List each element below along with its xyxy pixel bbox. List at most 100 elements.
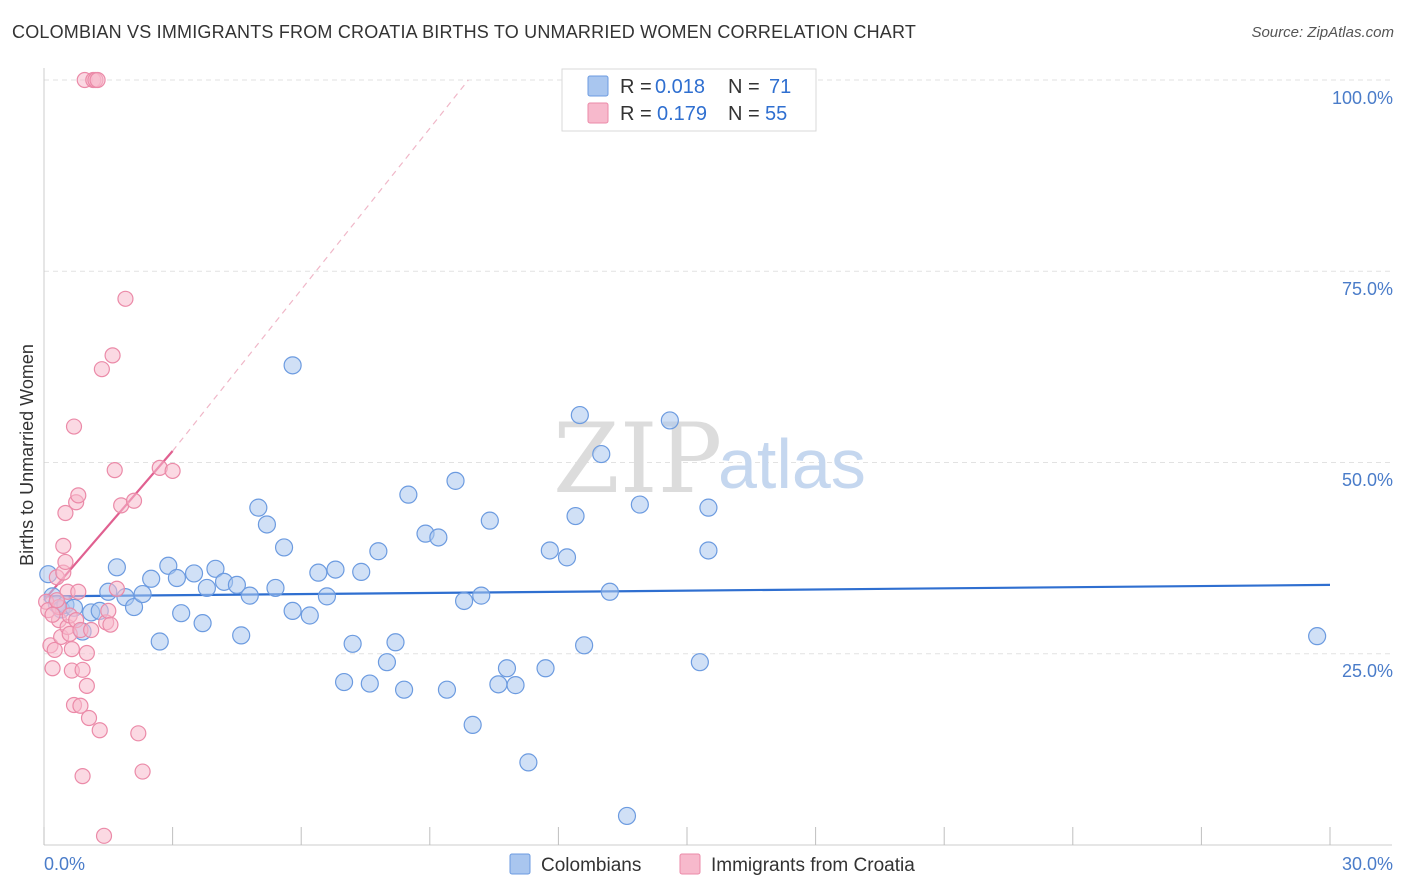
legend-n-label: N = [728, 76, 760, 98]
point-croatia [106, 462, 123, 479]
point-colombians [600, 582, 619, 601]
point-colombians [360, 674, 379, 693]
point-colombians [133, 584, 152, 604]
legend-r-value: 0.179 [657, 103, 707, 125]
point-colombians [283, 601, 302, 621]
point-colombians [690, 653, 709, 672]
point-colombians [1308, 627, 1327, 646]
point-colombians [506, 676, 525, 695]
x-tick-labels: 0.0% 30.0% [44, 854, 1393, 874]
point-colombians [536, 659, 555, 678]
trend-layer [43, 79, 1331, 601]
point-croatia [117, 290, 134, 307]
point-colombians [274, 538, 294, 557]
point-croatia [104, 347, 121, 364]
point-croatia [55, 537, 72, 554]
point-croatia [70, 487, 87, 504]
legend-r-label: R = [620, 103, 652, 125]
grid-layer [44, 79, 1392, 655]
point-croatia [46, 641, 63, 659]
point-croatia [48, 592, 65, 609]
point-croatia [44, 660, 61, 677]
point-colombians [386, 633, 405, 652]
y-tick-label-50: 50.0% [1342, 470, 1393, 490]
point-croatia [130, 725, 147, 742]
legend-r-label: R = [620, 76, 652, 98]
point-colombians [377, 653, 397, 672]
watermark-atlas: atlas [718, 425, 866, 503]
point-colombians [124, 597, 144, 617]
legend-top: R = 0.018 N = 71 R = 0.179 N = 55 [561, 68, 817, 132]
point-colombians [283, 356, 302, 375]
bottom-legend-croatia: Immigrants from Croatia [711, 855, 915, 876]
point-colombians [369, 542, 388, 561]
point-colombians [497, 659, 517, 678]
point-croatia [65, 418, 83, 435]
legend-bottom: Colombians Immigrants from Croatia [509, 853, 915, 876]
bottom-legend-colombians: Colombians [541, 855, 641, 876]
point-colombians [540, 541, 559, 560]
point-colombians [206, 559, 225, 578]
point-croatia [164, 462, 181, 480]
bottom-legend-swatch-colombians [509, 853, 531, 875]
point-colombians [699, 498, 718, 517]
bottom-legend-swatch-croatia [679, 853, 701, 875]
point-colombians [454, 591, 474, 611]
point-colombians [249, 498, 268, 517]
legend-swatch-croatia [587, 102, 609, 124]
point-colombians [617, 806, 637, 826]
point-colombians [437, 680, 457, 699]
point-colombians [630, 495, 649, 514]
point-colombians [519, 753, 538, 772]
point-colombians [107, 558, 126, 577]
point-croatia [70, 583, 87, 600]
point-colombians [184, 564, 204, 583]
y-tick-label-100: 100.0% [1332, 88, 1393, 108]
point-croatia [57, 553, 74, 571]
y-tick-labels: 25.0% 50.0% 75.0% 100.0% [1332, 88, 1393, 681]
point-colombians [399, 485, 418, 504]
point-colombians [446, 471, 465, 490]
point-colombians [429, 528, 448, 547]
point-colombians [266, 578, 285, 598]
chart-source: Source: ZipAtlas.com [1251, 24, 1394, 41]
point-colombians [570, 405, 589, 425]
point-colombians [232, 626, 251, 645]
point-croatia [93, 361, 110, 378]
point-croatia [102, 616, 119, 633]
point-colombians [193, 614, 212, 633]
point-colombians [142, 569, 161, 588]
x-tick-label-max: 30.0% [1342, 854, 1393, 874]
point-croatia [80, 709, 98, 727]
point-colombians [463, 715, 482, 734]
point-croatia [74, 768, 91, 785]
point-croatia [78, 677, 95, 694]
point-croatia [134, 763, 151, 780]
point-colombians [394, 680, 414, 699]
x-tick-label-min: 0.0% [44, 854, 85, 874]
legend-swatch-colombians [587, 75, 609, 97]
point-colombians [257, 515, 277, 534]
chart-title: COLOMBIAN VS IMMIGRANTS FROM CROATIA BIR… [12, 22, 917, 42]
point-colombians [660, 411, 679, 430]
point-colombians [197, 578, 216, 598]
point-colombians [309, 563, 328, 582]
legend-n-label: N = [728, 103, 760, 125]
point-colombians [150, 632, 169, 651]
point-colombians [472, 586, 491, 605]
point-colombians [317, 587, 337, 606]
point-colombians [334, 672, 354, 692]
point-colombians [699, 541, 718, 560]
point-croatia [78, 644, 95, 662]
point-croatia [89, 71, 106, 89]
point-colombians [172, 604, 191, 623]
point-croatia [95, 827, 113, 844]
points-layer [38, 71, 1327, 844]
point-colombians [557, 548, 577, 567]
point-croatia [74, 661, 91, 678]
y-tick-label-25: 25.0% [1342, 661, 1393, 681]
axis-layer [43, 68, 1392, 846]
point-croatia [44, 606, 61, 623]
legend-n-value: 71 [769, 76, 791, 98]
